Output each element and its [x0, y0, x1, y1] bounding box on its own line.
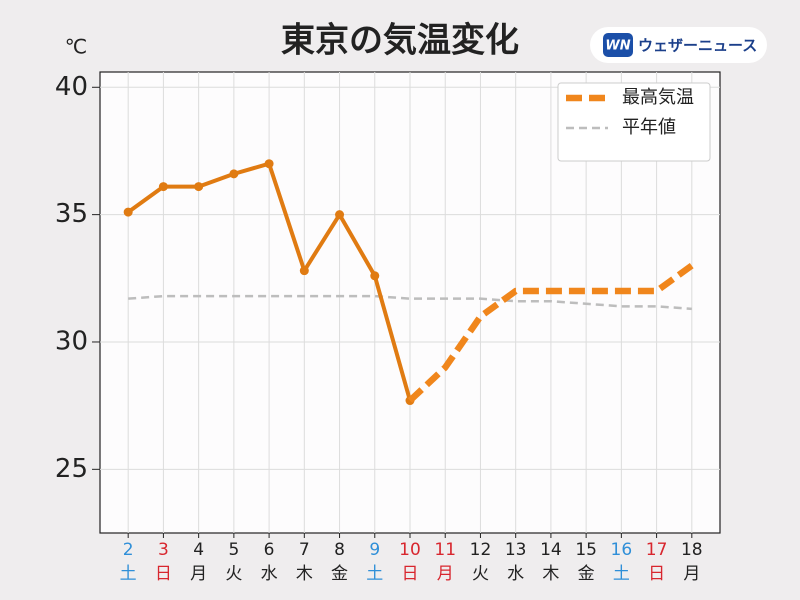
x-tick-label: 5	[228, 540, 239, 560]
chart-title: 東京の気温変化	[281, 21, 519, 61]
x-tick-label: 7	[299, 540, 310, 560]
logo-name: ウェザーニュース	[638, 37, 757, 55]
weekday-label: 土	[613, 564, 630, 584]
weekday-label: 火	[472, 564, 489, 584]
weekday-label: 金	[331, 564, 348, 584]
data-point	[229, 169, 239, 179]
series-line	[128, 294, 692, 311]
data-point	[264, 159, 274, 169]
logo-badge	[603, 33, 633, 57]
data-point	[335, 210, 345, 220]
weekday-label: 土	[120, 564, 137, 584]
x-tick-label: 3	[158, 540, 169, 560]
x-tick-label: 14	[540, 540, 562, 560]
logo-mark: WN	[605, 39, 630, 54]
weekday-label: 木	[542, 564, 559, 584]
data-point	[370, 271, 380, 281]
weekday-label: 月	[437, 564, 454, 584]
x-tick-label: 9	[369, 540, 380, 560]
y-tick-label: 25	[55, 454, 88, 484]
weekday-label: 火	[225, 564, 242, 584]
weekday-label: 日	[648, 564, 665, 584]
x-tick-label: 17	[646, 540, 668, 560]
weekday-label: 月	[190, 564, 207, 584]
legend-box	[557, 82, 711, 162]
y-tick-label: 35	[55, 199, 88, 229]
weekday-label: 日	[402, 564, 419, 584]
series-line	[407, 262, 694, 403]
legend-label: 最高気温	[622, 87, 694, 108]
x-tick-label: 8	[334, 540, 345, 560]
weekday-label: 木	[296, 564, 313, 584]
x-tick-label: 13	[505, 540, 527, 560]
logo-pill	[590, 27, 767, 63]
weekday-label: 水	[261, 564, 278, 584]
y-tick-label: 30	[55, 326, 88, 356]
brand-logo: WN ウェザーニュース	[590, 27, 767, 63]
y-axis-label: ℃	[65, 35, 87, 59]
x-tick-label: 12	[470, 540, 492, 560]
data-point	[158, 182, 168, 192]
data-point	[123, 207, 133, 217]
data-point	[299, 266, 309, 276]
data-point	[194, 182, 204, 192]
y-tick-label: 40	[55, 72, 88, 102]
x-tick-label: 18	[681, 540, 703, 560]
weekday-label: 金	[578, 564, 595, 584]
legend-label: 平年値	[622, 117, 676, 138]
weekday-label: 日	[155, 564, 172, 584]
x-tick-label: 10	[399, 540, 421, 560]
x-tick-label: 2	[123, 540, 134, 560]
weekday-label: 水	[507, 564, 524, 584]
x-tick-label: 16	[611, 540, 633, 560]
weekday-label: 土	[366, 564, 383, 584]
x-tick-label: 11	[434, 540, 456, 560]
x-tick-label: 6	[264, 540, 275, 560]
x-tick-label: 15	[575, 540, 597, 560]
x-tick-label: 4	[193, 540, 204, 560]
weekday-label: 月	[683, 564, 700, 584]
